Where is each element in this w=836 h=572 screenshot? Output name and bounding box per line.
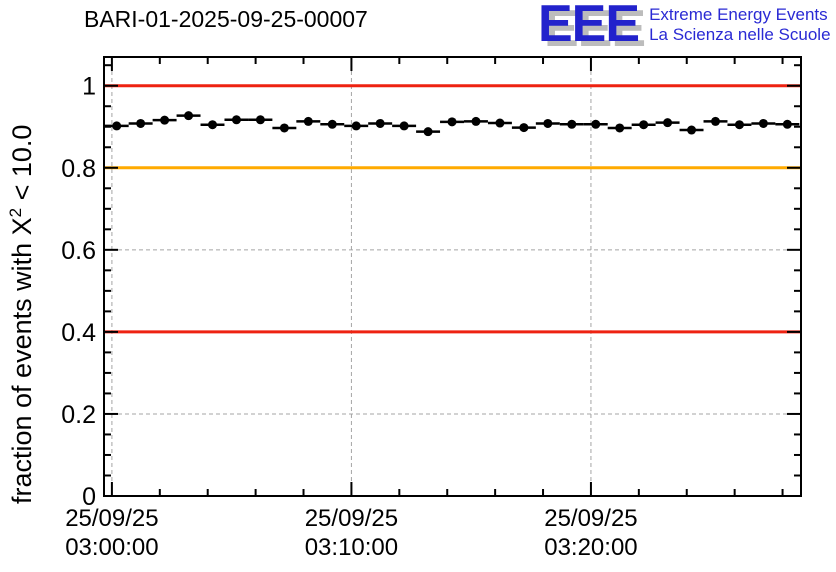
data-point <box>495 118 505 128</box>
data-series <box>104 111 800 137</box>
data-point <box>543 118 553 128</box>
eee-logo-line1: Extreme Energy Events <box>649 5 828 24</box>
reference-lines <box>104 84 801 334</box>
data-point <box>184 111 194 121</box>
eee-logo-acronym: EEE <box>538 0 640 53</box>
data-point <box>399 121 409 131</box>
x-tick-label-time: 03:00:00 <box>65 534 158 561</box>
data-point <box>279 123 289 133</box>
data-point <box>112 121 122 131</box>
data-point <box>351 121 361 131</box>
data-point <box>591 119 601 129</box>
y-tick-label: 1 <box>82 73 96 101</box>
data-point <box>375 118 385 128</box>
data-point <box>567 119 577 129</box>
y-tick-label: 0.8 <box>61 155 96 183</box>
data-point <box>639 120 649 130</box>
y-tick-label: 0 <box>82 483 96 511</box>
axis-ticks <box>104 57 801 497</box>
x-tick-label-time: 03:10:00 <box>305 534 398 561</box>
data-point <box>615 123 625 133</box>
data-point <box>734 120 744 130</box>
y-tick-label: 0.2 <box>61 401 96 429</box>
data-point <box>519 123 529 133</box>
gridlines <box>104 57 801 496</box>
data-point <box>687 125 697 135</box>
data-point <box>710 116 720 126</box>
data-point <box>327 119 337 129</box>
data-point <box>160 115 170 125</box>
y-tick-label: 0.4 <box>61 319 96 347</box>
data-point <box>758 118 768 128</box>
eee-logo: EEE Extreme Energy Events La Scienza nel… <box>538 0 831 53</box>
plot-frame <box>103 56 802 497</box>
data-point <box>423 127 433 137</box>
data-point <box>663 118 673 128</box>
data-point <box>471 116 481 126</box>
eee-logo-line2: La Scienza nelle Scuole <box>649 25 831 44</box>
data-point <box>303 116 313 126</box>
x-tick-label-time: 03:20:00 <box>544 534 637 561</box>
data-point <box>255 115 265 125</box>
data-point <box>782 119 792 129</box>
x-tick-label-date: 25/09/25 <box>544 505 637 532</box>
data-point <box>136 118 146 128</box>
y-tick-label: 0.6 <box>61 237 96 265</box>
plot-title: BARI-01-2025-09-25-00007 <box>84 6 368 32</box>
x-tick-label-date: 25/09/25 <box>305 505 398 532</box>
data-point <box>231 115 241 125</box>
data-point <box>447 117 457 127</box>
data-point <box>208 120 218 130</box>
tick-labels: 00.20.40.60.8125/09/2503:00:0025/09/2503… <box>61 73 637 561</box>
x-tick-label-date: 25/09/25 <box>65 505 158 532</box>
eee-logo-text: Extreme Energy Events La Scienza nelle S… <box>649 2 830 45</box>
